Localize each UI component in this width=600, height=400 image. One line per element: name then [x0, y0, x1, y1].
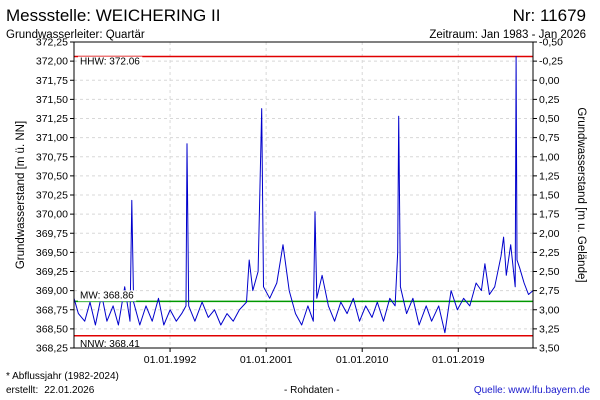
x-tick-label: 01.01.2019	[432, 354, 485, 366]
ref-label-hhw: HHW: 372.06	[80, 57, 140, 68]
y-right-tick-label: 2,25	[539, 247, 560, 259]
y-right-tick-label: 3,50	[539, 343, 560, 355]
ref-label-nnw: NNW: 368.41	[80, 339, 140, 350]
y-tick-label: 369,75	[36, 228, 68, 240]
series-line	[73, 56, 534, 334]
station-number: Nr: 11679	[512, 6, 586, 25]
x-tick-label: 01.01.2010	[336, 354, 389, 366]
y-axis-right-label: Grundwasserstand [m u. Gelände]	[575, 107, 587, 282]
y-tick-label: 370,00	[36, 209, 68, 221]
y-tick-label: 372,00	[36, 56, 68, 68]
period-label: Zeitraum: Jan 1983 - Jan 2026	[429, 29, 586, 41]
y-tick-label: 370,50	[36, 170, 68, 182]
created-label: erstellt:	[6, 385, 39, 396]
source-link[interactable]: Quelle: www.lfu.bayern.de	[473, 385, 590, 396]
aquifer-label: Grundwasserleiter: Quartär	[6, 29, 145, 41]
y-right-tick-label: -0,25	[539, 56, 563, 68]
x-tick-label: 01.01.2001	[240, 354, 293, 366]
ref-label-background	[78, 290, 137, 302]
y-tick-label: 370,75	[36, 151, 68, 163]
footnote: * Abflussjahr (1982-2024)	[6, 371, 119, 382]
ref-label-background	[78, 56, 143, 68]
y-right-tick-label: 3,25	[539, 323, 560, 335]
y-tick-label: 372,25	[36, 37, 68, 49]
y-right-tick-label: 0,75	[539, 132, 560, 144]
y-tick-label: 368,50	[36, 323, 68, 335]
y-right-tick-label: 0,25	[539, 94, 560, 106]
y-tick-label: 369,50	[36, 247, 68, 259]
y-tick-label: 369,00	[36, 285, 68, 297]
y-right-tick-label: 1,75	[539, 209, 560, 221]
y-tick-label: 368,25	[36, 343, 68, 355]
y-right-tick-label: 0,00	[539, 75, 560, 87]
y-tick-label: 370,25	[36, 190, 68, 202]
y-tick-label: 371,50	[36, 94, 68, 106]
y-right-tick-label: -0,50	[539, 37, 563, 49]
y-right-tick-label: 1,00	[539, 151, 560, 163]
created-info: erstellt: 22.01.2026	[6, 385, 100, 396]
ref-label-mw: MW: 368.86	[80, 290, 134, 301]
y-right-tick-label: 1,50	[539, 190, 560, 202]
page-title: Messstelle: WEICHERING II	[6, 6, 221, 25]
y-right-tick-label: 0,50	[539, 113, 560, 125]
y-tick-label: 371,00	[36, 132, 68, 144]
plot-frame	[73, 41, 534, 349]
y-right-tick-label: 2,50	[539, 266, 560, 278]
x-tick-label: 01.01.1992	[144, 354, 197, 366]
y-tick-label: 371,75	[36, 75, 68, 87]
ref-label-background	[78, 338, 143, 350]
y-tick-label: 371,25	[36, 113, 68, 125]
y-right-tick-label: 2,75	[539, 285, 560, 297]
raw-data-note: - Rohdaten -	[284, 385, 340, 396]
created-date: 22.01.2026	[44, 385, 95, 396]
y-tick-label: 369,25	[36, 266, 68, 278]
y-right-tick-label: 1,25	[539, 170, 560, 182]
y-right-tick-label: 2,00	[539, 228, 560, 240]
y-axis-label: Grundwasserstand [m ü. NN]	[15, 121, 27, 269]
y-right-tick-label: 3,00	[539, 304, 560, 316]
y-tick-label: 368,75	[36, 304, 68, 316]
